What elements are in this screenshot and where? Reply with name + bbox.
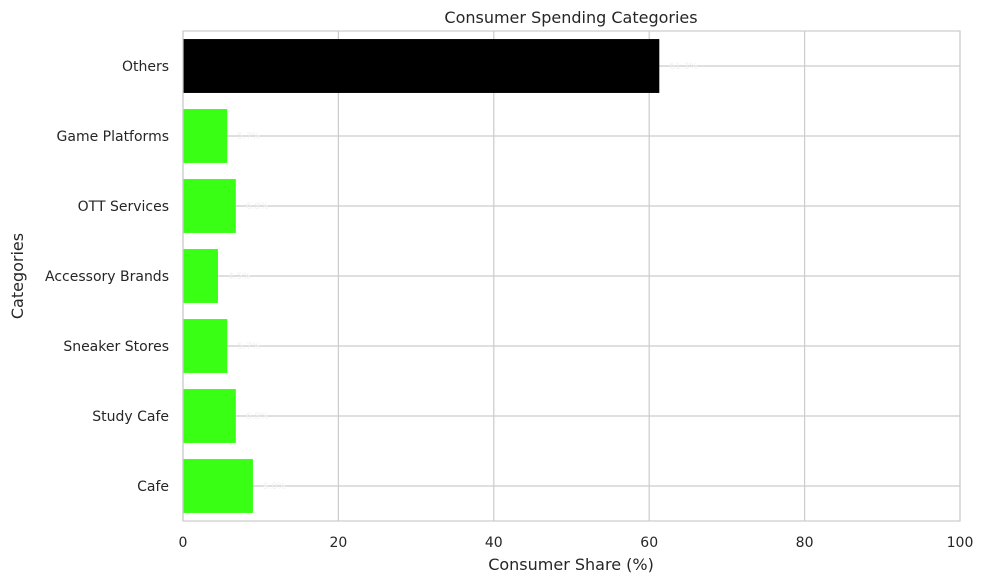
x-tick-label: 80 — [796, 535, 814, 551]
data-label: 6.8% — [246, 202, 269, 212]
data-label: 4.5% — [228, 272, 251, 282]
data-label: 5.7% — [237, 342, 260, 352]
bars — [183, 39, 660, 513]
bar — [183, 179, 236, 233]
data-label: 61.3% — [669, 62, 698, 72]
y-tick-label: Accessory Brands — [45, 269, 169, 285]
x-tick-label: 40 — [485, 535, 503, 551]
y-tick-label: Game Platforms — [57, 129, 169, 145]
y-tick-label: Study Cafe — [92, 409, 169, 425]
data-label: 6.8% — [246, 412, 269, 422]
y-tick-label: OTT Services — [78, 199, 169, 215]
bar — [183, 389, 236, 443]
bar — [183, 319, 228, 373]
bar — [183, 249, 218, 303]
y-tick-labels: Cafe Study Cafe Sneaker Stores Accessory Br… — [45, 59, 169, 495]
bar — [183, 109, 228, 163]
chart-title: Consumer Spending Categories — [444, 8, 697, 27]
data-label: 5.7% — [237, 132, 260, 142]
x-tick-label: 20 — [329, 535, 347, 551]
x-tick-labels: 0 20 40 60 80 100 — [179, 535, 974, 551]
x-axis-label: Consumer Share (%) — [488, 555, 654, 574]
x-tick-label: 60 — [640, 535, 658, 551]
data-labels: 9.0% 6.8% 5.7% 4.5% 6.8% 5.7% 61.3% — [228, 62, 698, 492]
y-tick-label: Others — [122, 59, 169, 75]
x-tick-label: 100 — [947, 535, 974, 551]
grid-lines — [182, 31, 961, 521]
bar — [183, 459, 253, 513]
x-tick-label: 0 — [179, 535, 188, 551]
plot-frame — [182, 30, 961, 522]
bar — [183, 39, 660, 93]
y-axis-label: Categories — [8, 233, 27, 319]
y-tick-label: Sneaker Stores — [63, 339, 169, 355]
data-label: 9.0% — [263, 482, 286, 492]
y-tick-label: Cafe — [137, 479, 169, 495]
